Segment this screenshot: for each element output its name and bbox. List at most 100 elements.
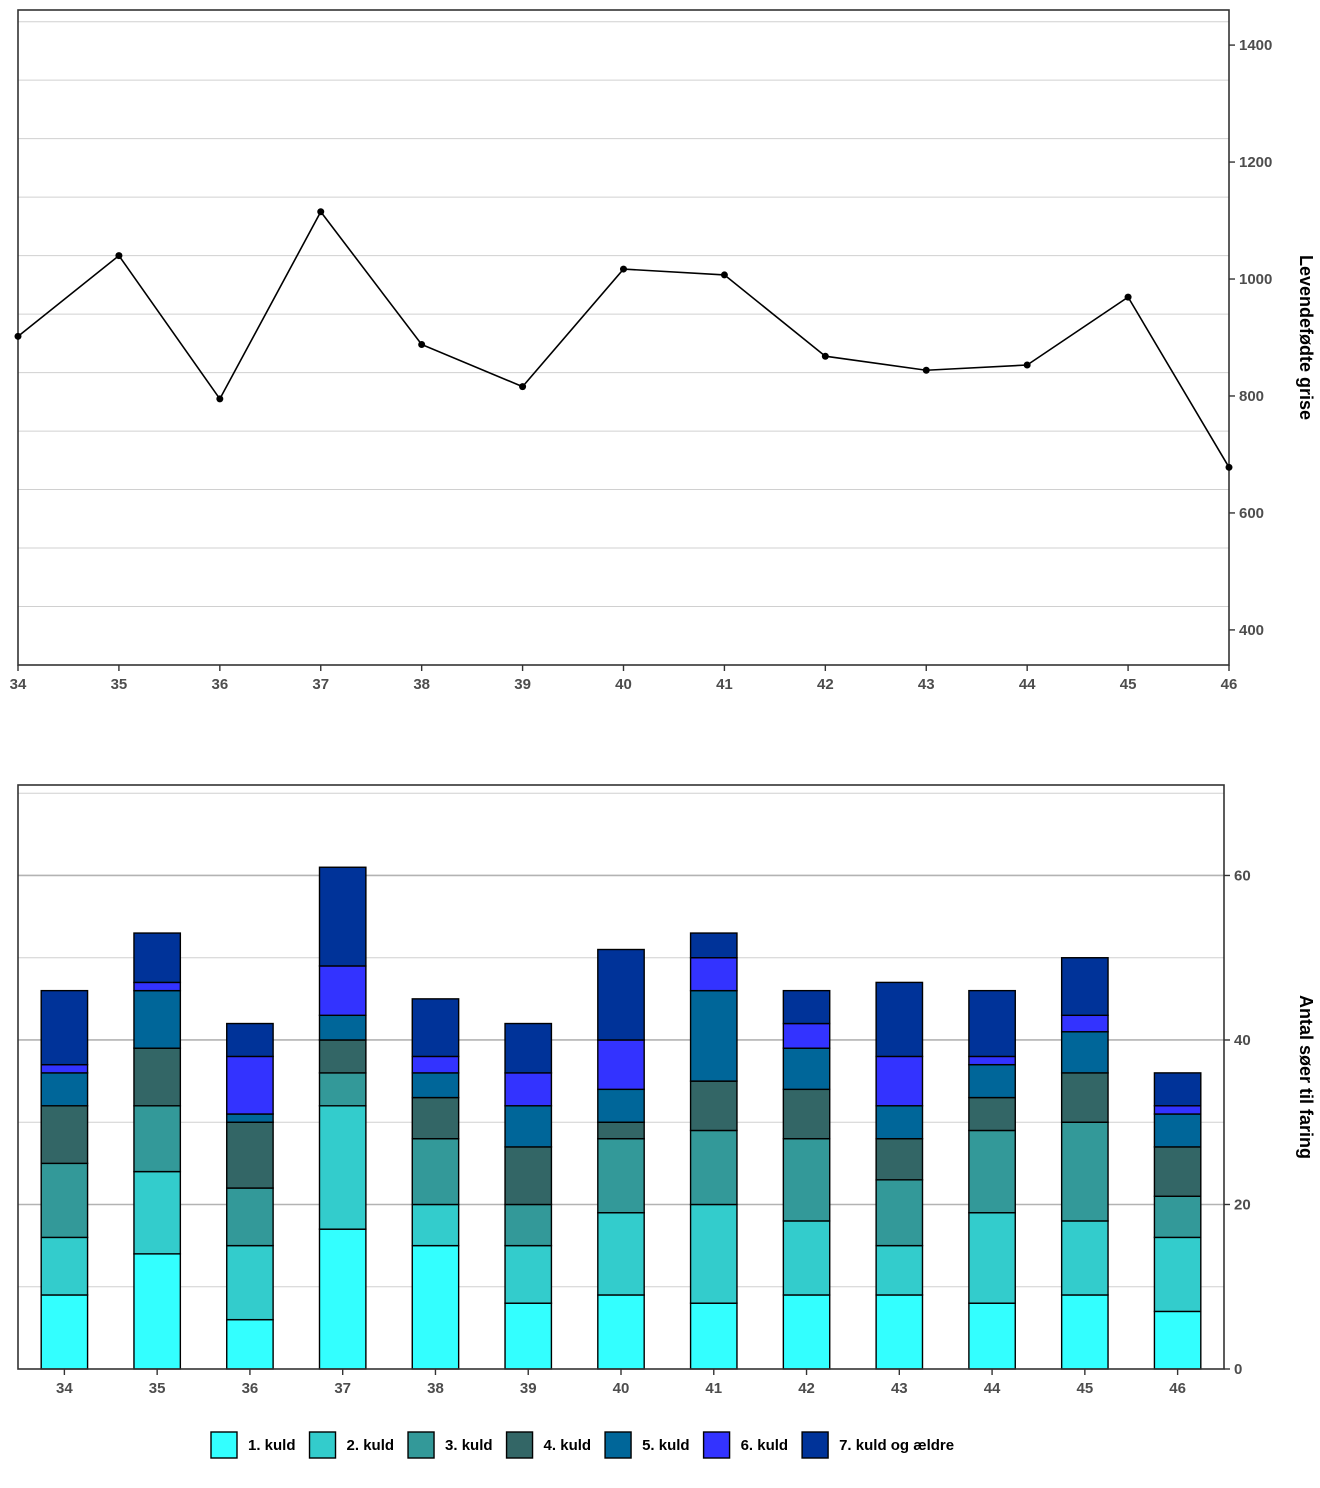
- line-chart-panel: 400 600 800 1000 1200 1400 34 35 36 37 38 39 40 41 42 4…: [10, 9, 1316, 693]
- bar-segment: [411, 1244, 460, 1370]
- bar-segment: [504, 1244, 553, 1304]
- legend-label: 2. kuld: [347, 1437, 395, 1454]
- bar-segment: [782, 1137, 831, 1222]
- bar-segment: [318, 1072, 367, 1107]
- x-tick-label: 34: [10, 676, 27, 693]
- bar-segment: [226, 1187, 274, 1247]
- bar-segment: [597, 1294, 645, 1370]
- x-tick-label: 43: [891, 1380, 908, 1397]
- bar-segment: [689, 1203, 738, 1304]
- data-point: [317, 208, 325, 216]
- bar-segment: [411, 998, 460, 1058]
- bar-segment: [782, 1088, 831, 1140]
- bar-segment: [226, 1318, 274, 1370]
- bar-segment: [133, 989, 182, 1049]
- bar-segment: [782, 1294, 831, 1370]
- bar-segment: [226, 1244, 274, 1321]
- legend-swatch: [308, 1431, 337, 1459]
- bar-segment: [411, 1096, 460, 1140]
- bar-segment: [40, 1105, 89, 1165]
- x-tick-label: 41: [705, 1380, 722, 1397]
- bar-segment: [875, 1244, 924, 1296]
- bar-segment: [318, 965, 367, 1017]
- bar-segment: [782, 989, 831, 1025]
- bar-segment: [968, 1129, 1016, 1214]
- bar-segment: [504, 1302, 553, 1370]
- bar-segment: [875, 1137, 924, 1181]
- legend-swatch: [801, 1431, 829, 1459]
- x-tick-label: 46: [1221, 676, 1238, 693]
- x-tick-label: 43: [918, 676, 935, 693]
- x-tick-label: 34: [56, 1380, 73, 1397]
- data-point: [821, 352, 829, 360]
- series-line: [17, 210, 1230, 468]
- bar-segment: [782, 1220, 831, 1296]
- legend-label: 6. kuld: [741, 1437, 789, 1454]
- bar-segment: [875, 1294, 924, 1370]
- bar-segment: [1060, 957, 1109, 1017]
- bar-segment: [133, 932, 182, 984]
- x-tick-label: 42: [817, 676, 834, 693]
- x-tick-label: 36: [211, 676, 228, 693]
- legend-label: 3. kuld: [445, 1437, 493, 1454]
- y-tick-label: 60: [1234, 867, 1251, 884]
- data-point: [418, 341, 426, 349]
- bar-segment: [689, 989, 738, 1082]
- x-tick-label: 36: [242, 1380, 259, 1397]
- bar-segment: [133, 1105, 182, 1173]
- x-tick-label: 35: [149, 1380, 166, 1397]
- bar-segment: [689, 957, 738, 992]
- legend-swatch: [505, 1431, 534, 1459]
- bar-segment: [504, 1146, 553, 1206]
- legend-swatch: [407, 1431, 435, 1459]
- legend-label: 1. kuld: [248, 1437, 296, 1454]
- data-point: [1023, 361, 1031, 369]
- bar-segment: [875, 1179, 924, 1247]
- bar-segment: [968, 1063, 1016, 1099]
- bar-segment: [226, 1113, 274, 1123]
- bar-segment: [689, 1129, 738, 1206]
- bar-segment: [689, 1302, 738, 1370]
- y-tick-label: 40: [1234, 1032, 1251, 1049]
- y-tick-label: 1200: [1239, 154, 1272, 171]
- y-tick-label: 1000: [1239, 271, 1272, 288]
- x-tick-label: 39: [514, 676, 531, 693]
- data-point: [115, 252, 123, 260]
- bar-segment: [411, 1137, 460, 1206]
- data-point: [14, 332, 22, 340]
- legend-swatch: [702, 1431, 731, 1459]
- y-tick-label: 1400: [1239, 37, 1272, 54]
- bar-segment: [597, 1121, 645, 1140]
- bar-segment: [597, 948, 645, 1041]
- x-tick-label: 42: [798, 1380, 815, 1397]
- data-point: [1124, 293, 1132, 301]
- bar-segment: [133, 1170, 182, 1255]
- legend-label: 4. kuld: [544, 1437, 592, 1454]
- bar-segment: [133, 981, 182, 992]
- bar-segment: [318, 1105, 367, 1230]
- bar-segment: [1153, 1072, 1202, 1107]
- y-tick-label: 20: [1234, 1196, 1251, 1213]
- bar-segment: [1060, 1220, 1109, 1296]
- bar-segment: [875, 981, 924, 1058]
- bar-segment: [1060, 1031, 1109, 1074]
- legend-swatch: [210, 1431, 238, 1459]
- data-point: [519, 383, 527, 391]
- x-tick-label: 37: [312, 676, 329, 693]
- data-point: [922, 366, 930, 374]
- bar-segment: [968, 989, 1016, 1058]
- bar-segment: [689, 932, 738, 959]
- bar-segment: [40, 1162, 89, 1239]
- bar-segment: [504, 1203, 553, 1247]
- bar-segment: [40, 989, 89, 1066]
- legend-label: 7. kuld og ældre: [839, 1437, 954, 1454]
- y-tick-label: 600: [1239, 505, 1264, 522]
- x-tick-label: 38: [427, 1380, 444, 1397]
- bar-segment: [597, 1137, 645, 1214]
- bar-segment: [40, 1236, 89, 1296]
- bar-segment: [597, 1039, 645, 1091]
- bar-segment: [40, 1294, 89, 1370]
- bar-segment: [1153, 1195, 1202, 1239]
- data-point: [216, 395, 224, 403]
